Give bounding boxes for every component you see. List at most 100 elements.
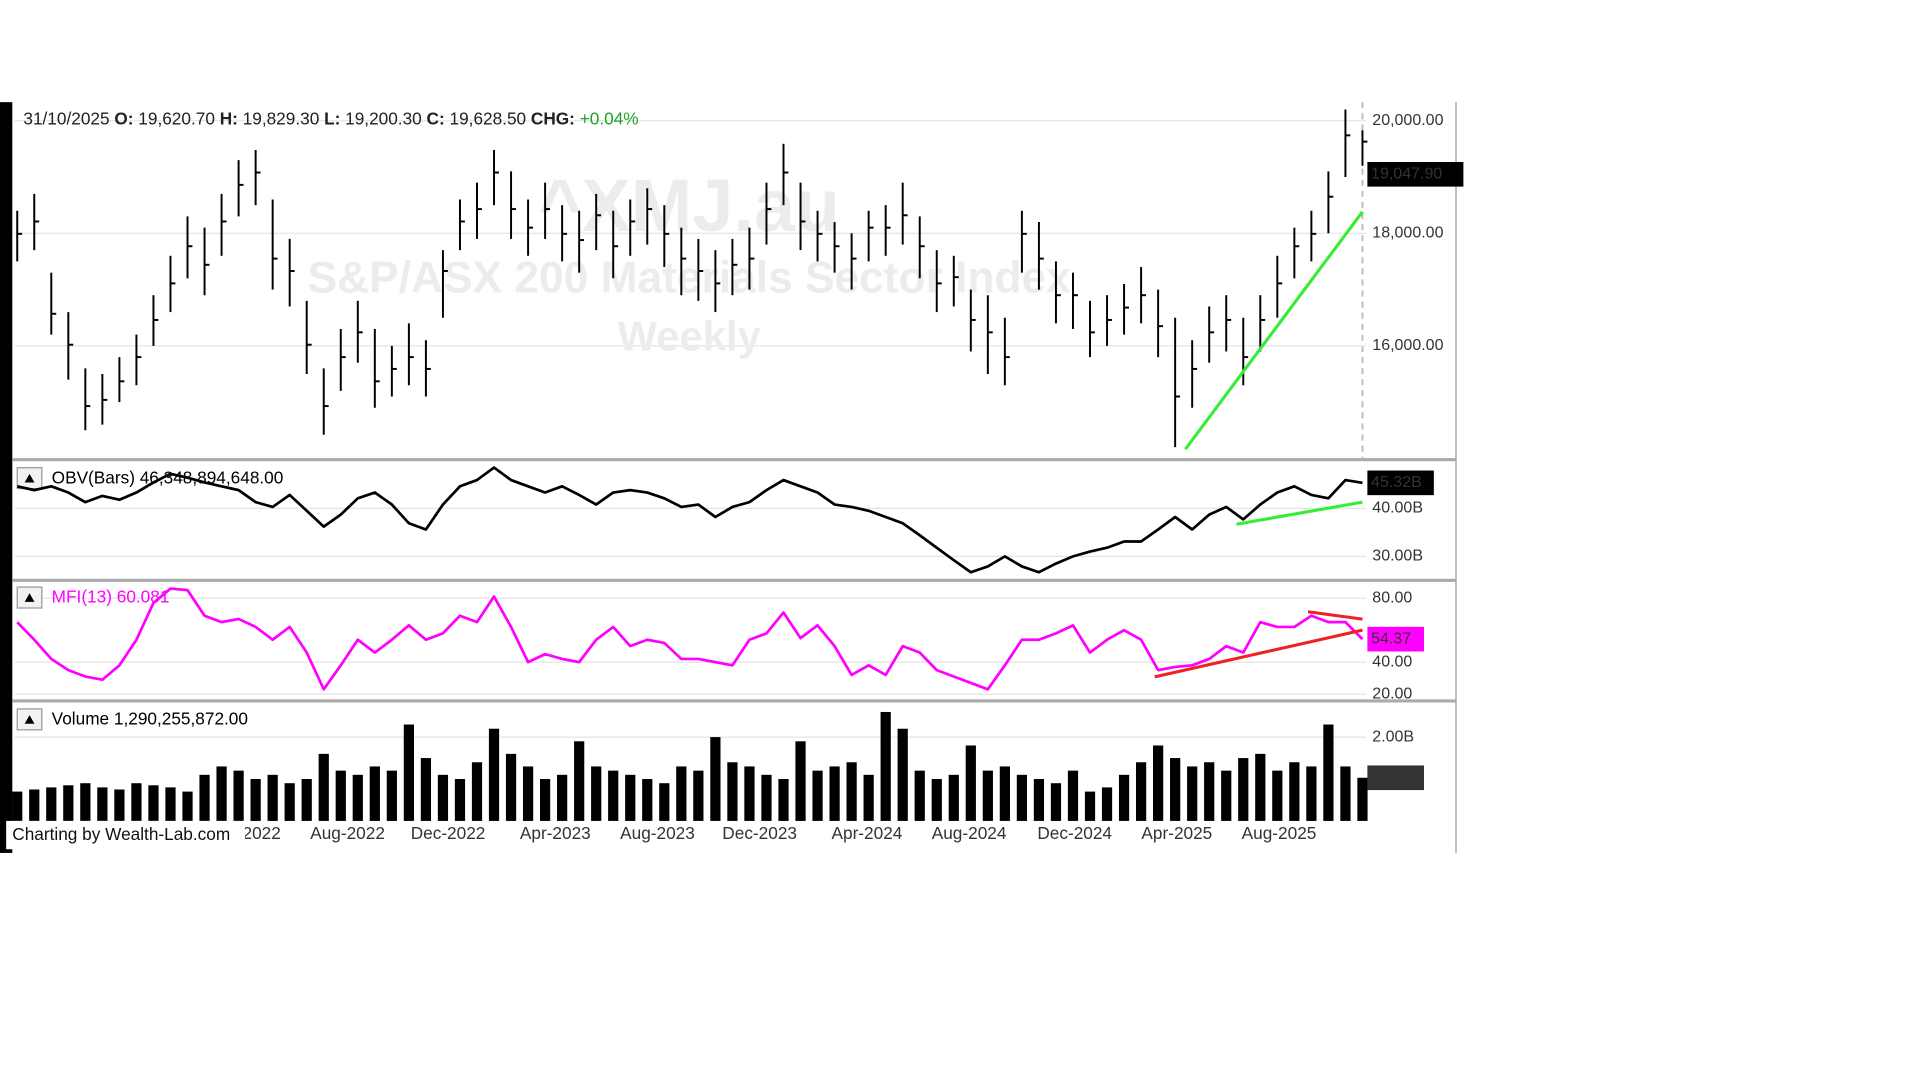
collapse-icon [24, 473, 35, 483]
x-tick-label: Aug-2022 [310, 823, 385, 843]
y-tick-label: 40.00 [1372, 653, 1412, 670]
volume-bar [29, 789, 40, 821]
volume-bar [63, 785, 74, 821]
volume-bar [1323, 724, 1334, 821]
volume-bar [386, 770, 397, 821]
volume-bar [914, 770, 925, 821]
volume-bar [471, 762, 483, 821]
volume-bar [437, 774, 449, 821]
last-value-label: 54.37 [1371, 630, 1411, 647]
pane-title: OBV(Bars) 46,348,894,648.00 [52, 467, 284, 487]
volume-bar [369, 766, 380, 821]
volume-bar [1135, 762, 1147, 821]
watermark: Weekly [618, 313, 762, 360]
volume-bar [744, 766, 755, 821]
volume-bar [233, 770, 244, 821]
volume-bar [608, 770, 619, 821]
last-value-box [1367, 626, 1424, 652]
volume-bar [880, 711, 891, 821]
trendline [1184, 210, 1364, 451]
volume-bar [352, 774, 363, 821]
volume-bar [1306, 766, 1317, 821]
volume-bar [812, 770, 823, 821]
y-tick-label: 20.00 [1372, 685, 1412, 702]
header-field: 19,628.50 [450, 108, 527, 128]
volume-bar [676, 766, 687, 821]
x-tick-label: Dec-2022 [411, 823, 486, 843]
volume-bar [454, 779, 466, 821]
x-tick-label: Dec-2024 [1037, 823, 1112, 843]
volume-bar [403, 724, 414, 821]
pane-title: MFI(13) 60.081 [52, 587, 170, 607]
header-field: 19,620.70 [138, 108, 215, 128]
volume-bar [846, 762, 857, 821]
volume-bar [1255, 753, 1266, 821]
trendline [1154, 628, 1363, 679]
volume-bar [80, 783, 91, 821]
volume-bar [1272, 770, 1283, 821]
volume-bar [1221, 770, 1232, 821]
volume-bar [1289, 762, 1300, 821]
volume-bar [97, 787, 108, 821]
volume-bar [301, 779, 312, 821]
y-tick-label: 40.00B [1372, 500, 1423, 517]
volume-bar [284, 783, 295, 821]
last-value-box [1367, 470, 1434, 496]
last-value-label: 19,047.90 [1371, 166, 1442, 183]
x-tick-label: Aug-2025 [1242, 823, 1317, 843]
volume-bar [829, 766, 840, 821]
header-field: 31/10/2025 [23, 108, 109, 128]
volume-bar [148, 785, 159, 821]
footer: Charting by Wealth-Lab.com [12, 824, 230, 844]
volume-bar [488, 728, 500, 821]
volume-bar [522, 766, 534, 821]
volume-bar [778, 779, 789, 821]
volume-bar [795, 741, 806, 821]
volume-bar [199, 774, 210, 821]
volume-bar [12, 791, 23, 821]
volume-bar [948, 774, 959, 821]
header-field: L: [324, 108, 340, 128]
volume-bar [727, 762, 738, 821]
header-field: C: [427, 108, 445, 128]
collapse-icon [24, 593, 35, 602]
trendline [1307, 610, 1363, 621]
last-value-box [1367, 765, 1424, 791]
volume-bar [1016, 774, 1028, 821]
indicator-line [16, 587, 1364, 691]
volume-bar [863, 774, 874, 821]
volume-bar [965, 745, 976, 821]
x-tick-label: Apr-2024 [832, 823, 903, 843]
last-value-box [1367, 162, 1464, 187]
footer-box [6, 820, 245, 850]
volume-bar [931, 779, 942, 821]
volume-bar [505, 753, 517, 821]
y-tick-label: 2.00B [1372, 728, 1414, 745]
header-field: 19,200.30 [345, 108, 422, 128]
collapse-icon [24, 715, 35, 724]
volume-bar [420, 758, 432, 821]
volume-bar [1238, 758, 1249, 821]
volume-bar [46, 787, 57, 821]
header-field: O: [114, 108, 133, 128]
volume-bar [1050, 783, 1062, 821]
volume-bar [335, 770, 346, 821]
volume-bar [250, 779, 261, 821]
volume-bar [557, 774, 568, 821]
volume-bar [625, 774, 636, 821]
volume-bar [1357, 777, 1368, 821]
left-edge [0, 102, 13, 853]
volume-bar [897, 728, 908, 821]
volume-bar [216, 766, 227, 821]
volume-bar [999, 766, 1010, 821]
volume-bar [1153, 745, 1164, 821]
header-field: CHG: [531, 108, 575, 128]
x-tick-label: Apr-2023 [520, 823, 591, 843]
y-tick-label: 16,000.00 [1372, 337, 1443, 354]
volume-bar [1084, 791, 1096, 821]
volume-bar [1187, 766, 1198, 821]
x-tick-label: Apr-2025 [1141, 823, 1212, 843]
volume-bar [574, 741, 585, 821]
